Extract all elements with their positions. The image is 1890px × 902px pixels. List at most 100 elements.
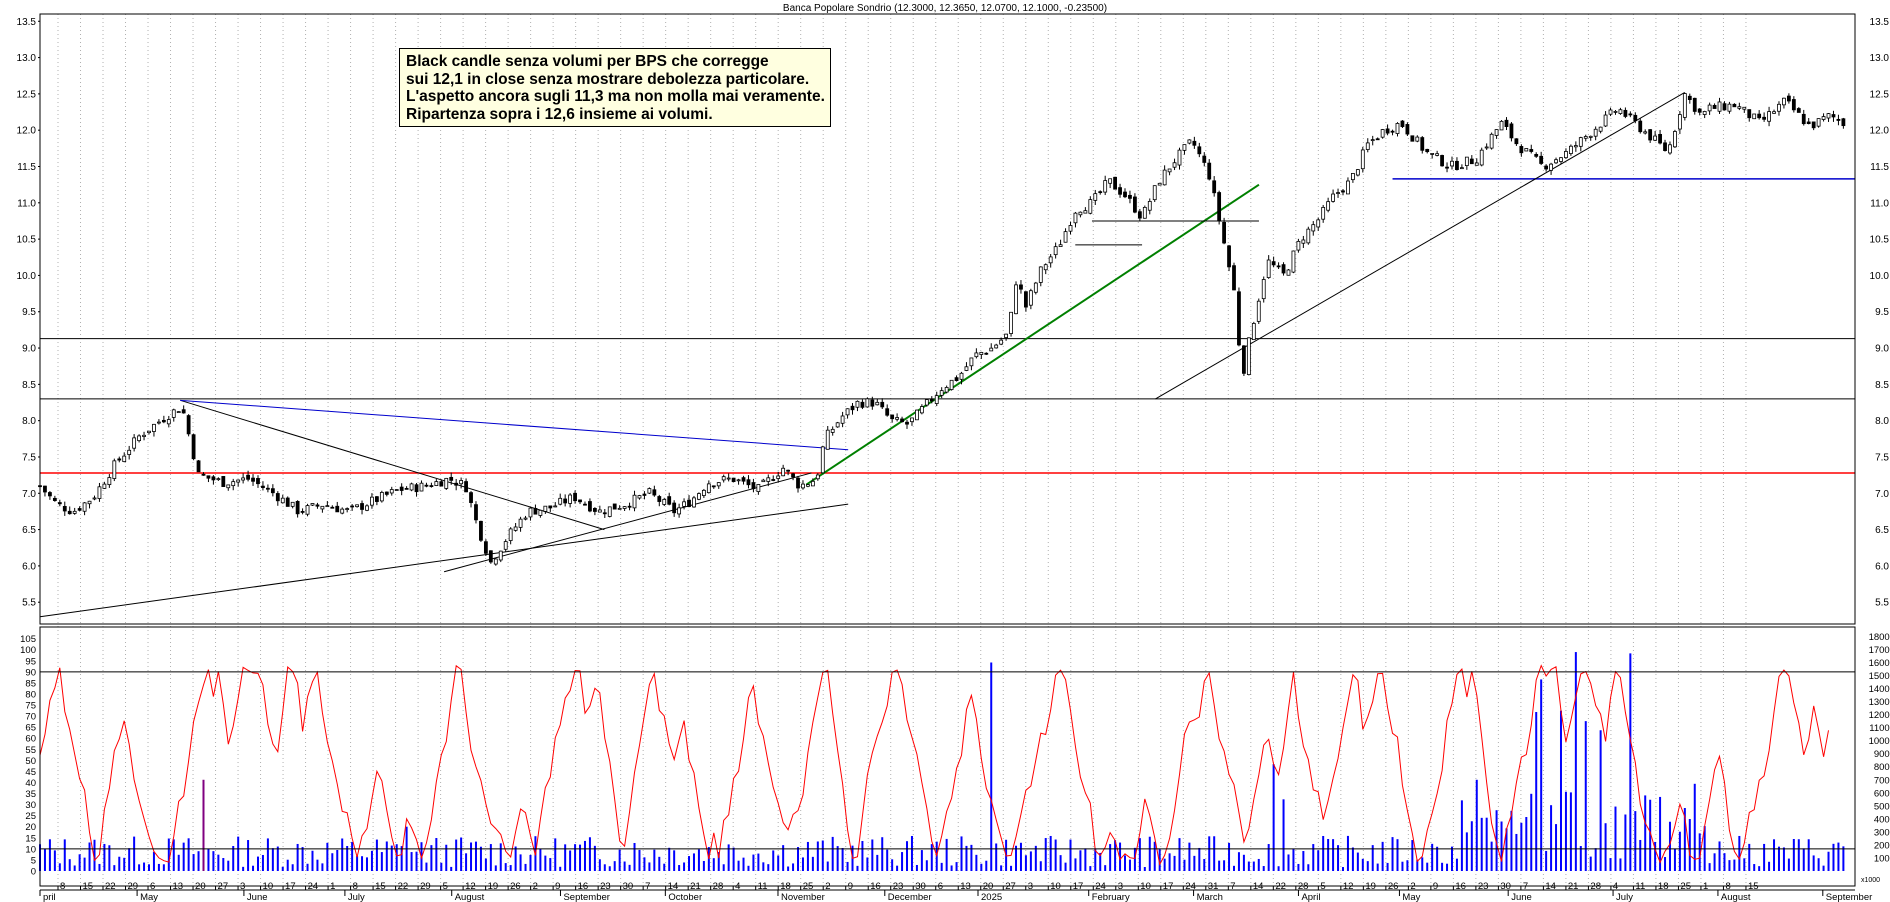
- volume-bar: [1148, 836, 1151, 871]
- volume-tick: 7000: [1874, 775, 1890, 786]
- volume-bar: [1787, 858, 1790, 871]
- volume-bar: [697, 849, 700, 871]
- price-tick-left: 13.5: [17, 17, 37, 28]
- candle-body: [726, 477, 731, 480]
- volume-bar: [133, 836, 136, 871]
- candle-body: [568, 494, 573, 504]
- volume-bar: [608, 866, 611, 871]
- rsi-tick: 100: [20, 645, 36, 656]
- volume-bar: [415, 851, 418, 871]
- candle-body: [206, 475, 211, 479]
- candle-body: [216, 478, 221, 481]
- candle-body: [266, 487, 270, 490]
- candle-body: [1603, 114, 1608, 127]
- volume-bar: [762, 862, 765, 871]
- candle-body: [1455, 160, 1459, 170]
- x-day-label: 1: [1703, 881, 1708, 892]
- x-day-label: 12: [465, 881, 476, 892]
- candle-body: [875, 401, 880, 406]
- candle-body: [315, 504, 320, 507]
- candle-body: [1623, 109, 1628, 117]
- volume-bar: [593, 845, 596, 871]
- candle-body: [1613, 110, 1618, 113]
- candle-body: [1113, 176, 1117, 190]
- volume-bar: [123, 857, 126, 871]
- volume-bar: [321, 863, 324, 871]
- candle-body: [320, 505, 325, 510]
- volume-bar: [1327, 839, 1330, 871]
- volume-bar: [128, 848, 131, 871]
- candle-body: [1806, 121, 1811, 125]
- volume-bar: [1723, 853, 1726, 871]
- volume-tick: 6000: [1874, 788, 1890, 799]
- gridlines: [57, 14, 1747, 886]
- volume-tick: 16000: [1869, 658, 1890, 669]
- candle-body: [825, 429, 830, 450]
- candle-body: [1469, 158, 1474, 165]
- candle-body: [687, 499, 691, 508]
- candle-body: [221, 476, 226, 487]
- candle-body: [776, 475, 781, 479]
- candle-body: [449, 476, 454, 481]
- candle-body: [647, 488, 652, 494]
- candle-body: [479, 520, 483, 541]
- volume-bar: [980, 863, 983, 871]
- x-month-label: June: [1511, 892, 1532, 902]
- volume-bar: [1267, 844, 1270, 871]
- volume-bar: [1218, 860, 1221, 871]
- candle-body: [1742, 106, 1747, 110]
- candle-body: [543, 505, 548, 512]
- candle-body: [910, 417, 914, 423]
- candle-body: [419, 482, 424, 492]
- candle-body: [1162, 169, 1167, 186]
- candle-body: [1301, 239, 1306, 244]
- volume-bar: [53, 850, 56, 871]
- volume-bar: [1168, 853, 1171, 871]
- price-tick-left: 10.5: [17, 235, 37, 246]
- candle-body: [231, 481, 236, 487]
- volume-bar: [291, 864, 294, 871]
- candle-body: [474, 504, 478, 521]
- candle-body: [1544, 165, 1549, 170]
- volume-bar: [1817, 858, 1820, 871]
- volume-bar: [901, 852, 904, 871]
- x-day-label: 17: [1163, 881, 1174, 892]
- candle-body: [1445, 166, 1449, 169]
- volume-tick: 4000: [1874, 814, 1890, 825]
- volume-bar: [1664, 857, 1667, 871]
- rsi-tick: 15: [25, 833, 36, 844]
- candle-body: [1494, 129, 1499, 136]
- x-day-label: 27: [1005, 881, 1016, 892]
- volume-bar: [1802, 848, 1805, 871]
- candle-body: [1559, 157, 1563, 162]
- volume-bar: [222, 858, 225, 871]
- price-tick-right: 8.5: [1875, 380, 1889, 391]
- annotation-box: Black candle senza volumi per BPS che co…: [399, 48, 831, 127]
- candle-body: [355, 504, 359, 508]
- volume-bar: [648, 862, 651, 871]
- candle-body: [974, 352, 979, 358]
- candle-body: [870, 399, 875, 407]
- volume-bar: [138, 864, 141, 871]
- candle-body: [48, 492, 52, 497]
- volume-bar: [1337, 845, 1340, 871]
- volume-bar: [261, 854, 264, 871]
- volume-bar: [1827, 851, 1830, 871]
- candle-body: [241, 477, 246, 481]
- rsi-tick: 105: [20, 634, 36, 645]
- candle-body: [186, 415, 191, 435]
- volume-bar: [1381, 841, 1384, 871]
- volume-bar: [1188, 842, 1191, 871]
- candle-body: [1395, 123, 1400, 134]
- price-tick-right: 13.0: [1870, 53, 1890, 64]
- volume-bar: [504, 863, 507, 871]
- candle-body: [261, 485, 265, 489]
- candle-body: [563, 498, 568, 504]
- volume-bar: [1822, 865, 1825, 871]
- volume-bar: [361, 856, 364, 871]
- volume-bar: [445, 844, 448, 871]
- price-tick-right: 10.0: [1870, 271, 1890, 282]
- volume-bar: [554, 838, 557, 871]
- candle-body: [275, 493, 280, 502]
- volume-axis: 1000 2000 3000 4000 5000 6000 7000 8000 9000 1000…: [1861, 632, 1890, 884]
